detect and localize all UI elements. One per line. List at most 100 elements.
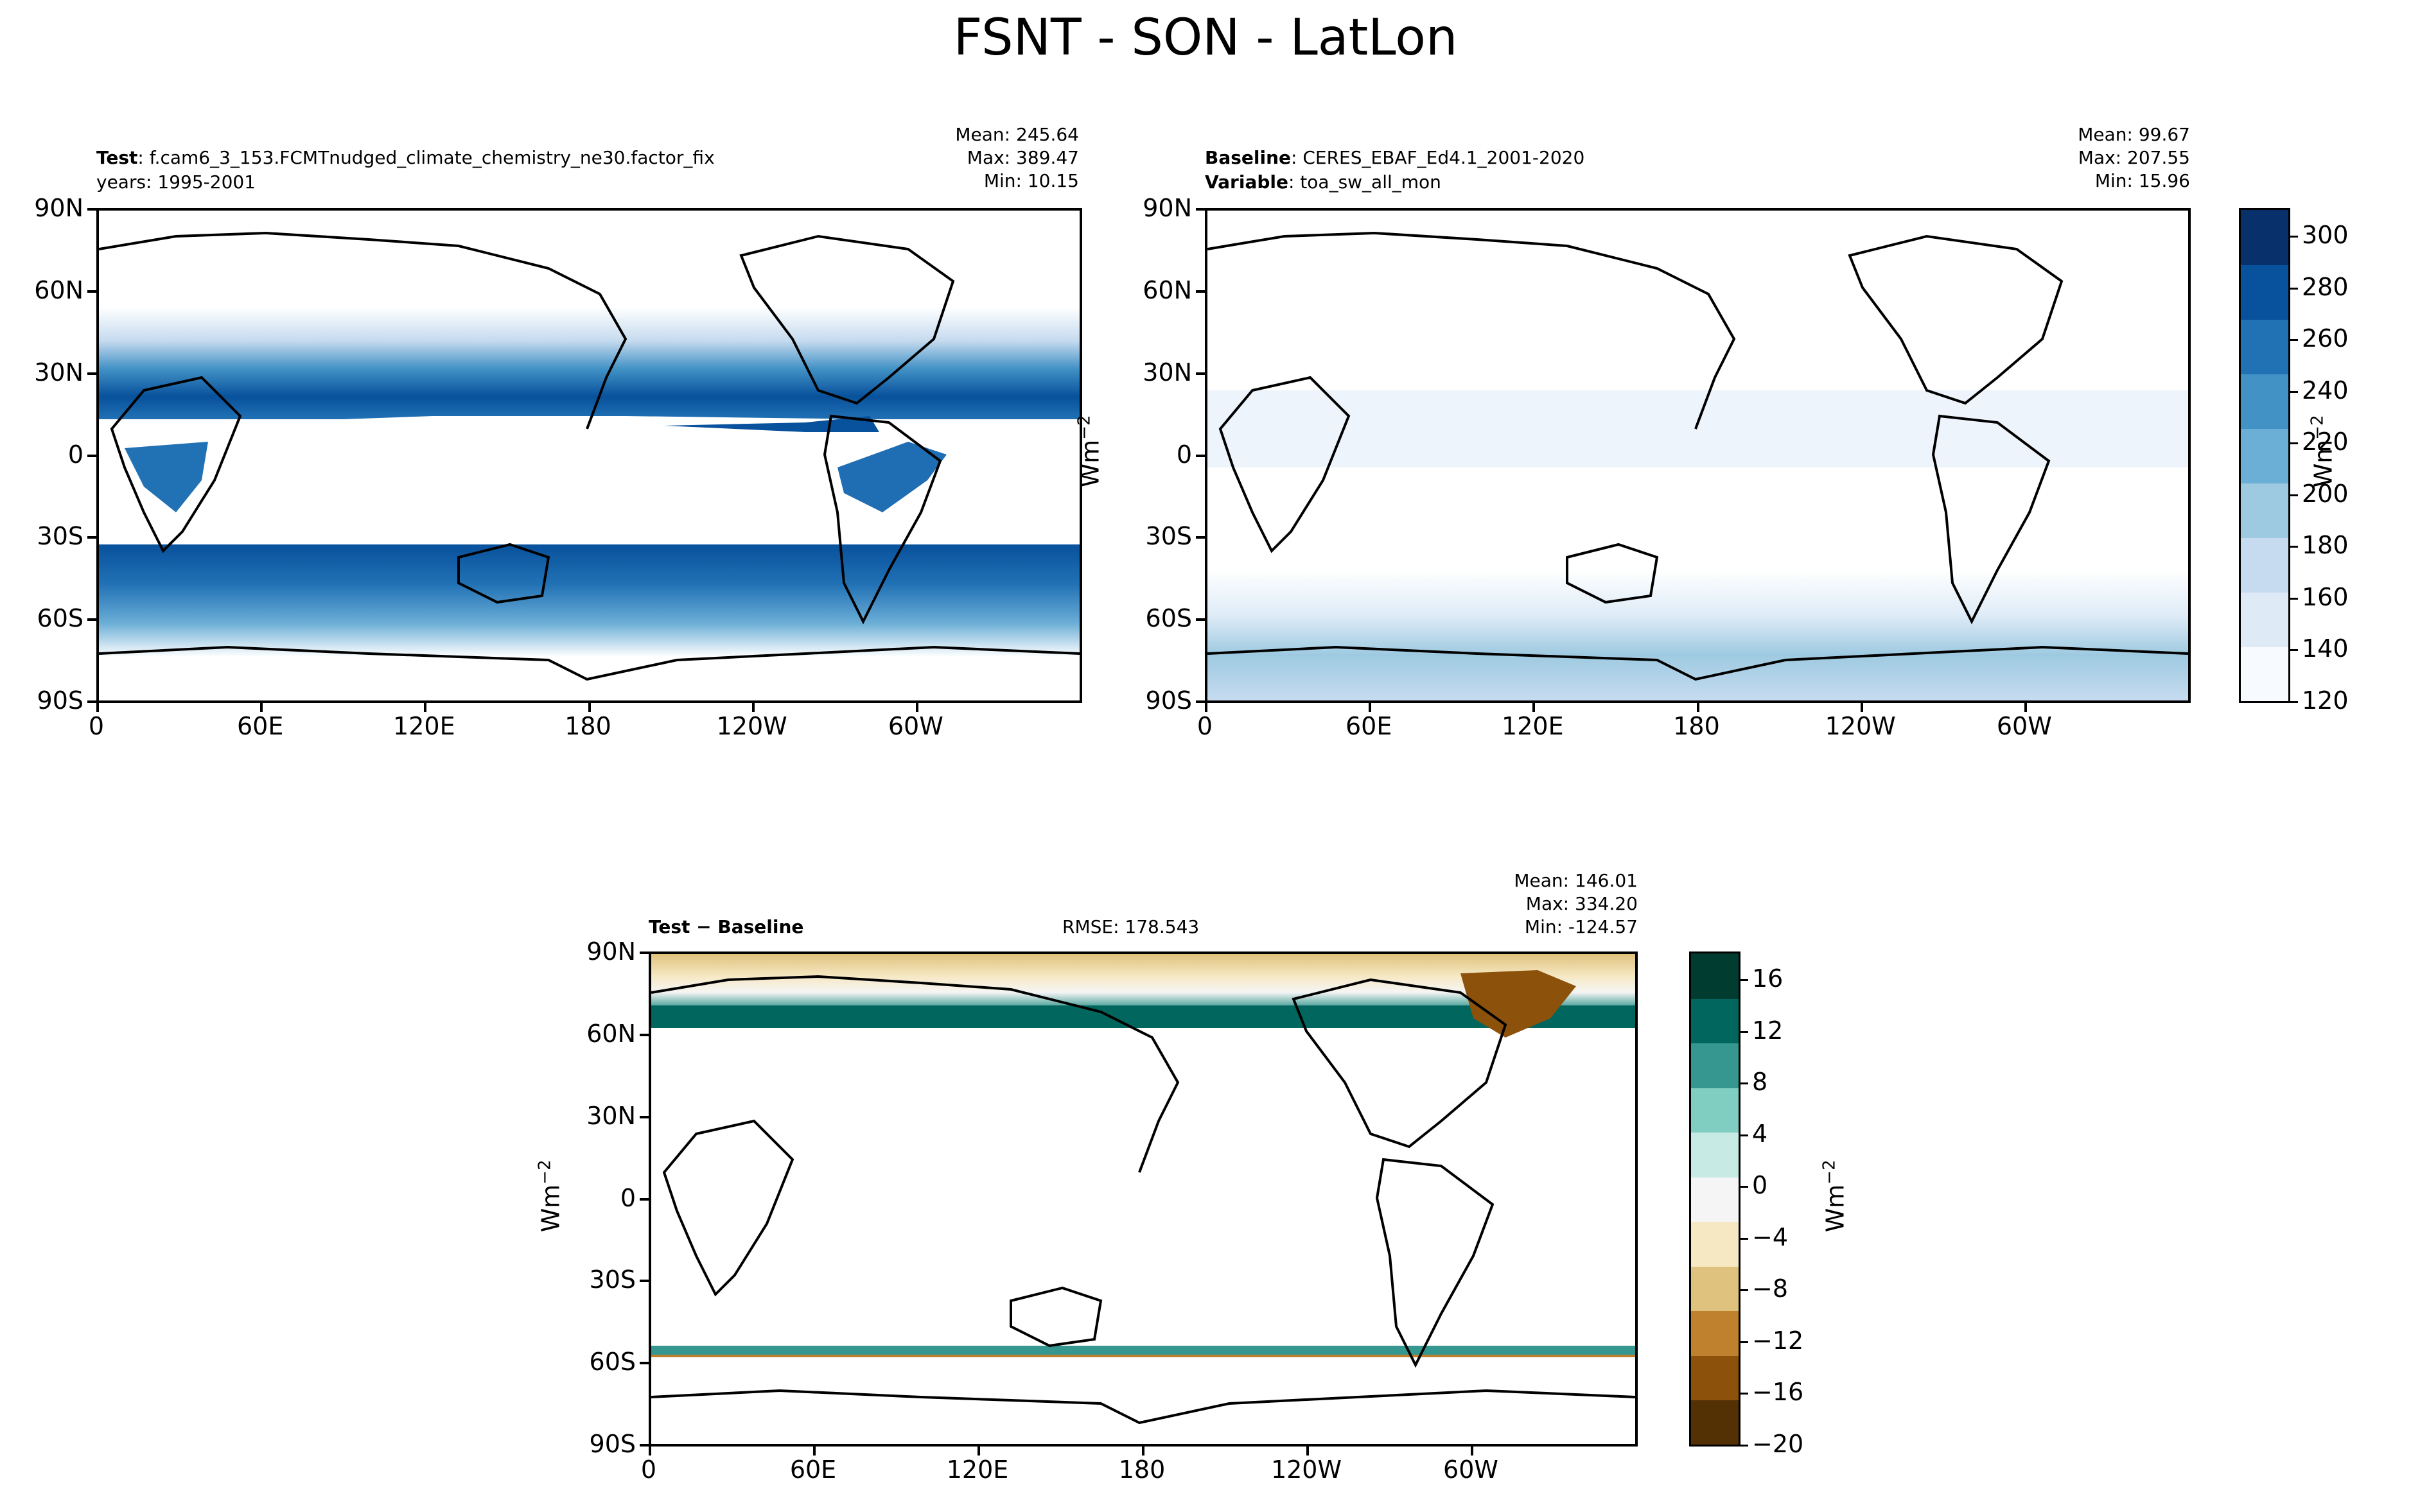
baseline-lat-tick: [1196, 700, 1205, 703]
diff-colorbar-tick-label: 8: [1752, 1068, 1768, 1097]
test-lon-tick: [751, 703, 755, 712]
diff-colorbar-tick-label: −8: [1752, 1274, 1789, 1303]
diff-stats: Mean: 146.01 Max: 334.20 Min: -124.57: [1514, 870, 1638, 937]
test-lat-tick-label: 60N: [34, 275, 83, 304]
diff-lat-tick-label: 90S: [589, 1430, 636, 1458]
test-lat-tick: [87, 618, 96, 621]
diff-colorbar-segment: [1691, 1043, 1739, 1088]
test-lat-tick: [87, 372, 96, 375]
main-colorbar-tick: [2290, 287, 2298, 290]
diff-lon-tick: [1306, 1447, 1309, 1456]
diff-lat-tick-label: 90N: [586, 937, 636, 966]
diff-lat-tick-label: 60S: [589, 1348, 636, 1377]
main-colorbar-tick-label: 200: [2302, 479, 2349, 508]
baseline-header-line1: Baseline: CERES_EBAF_Ed4.1_2001-2020: [1205, 147, 1585, 168]
diff-lon-tick: [813, 1447, 816, 1456]
baseline-field-south-band: [1207, 570, 2188, 700]
test-lat-tick-label: 90N: [34, 194, 83, 222]
baseline-lat-tick-label: 30S: [1145, 522, 1192, 551]
baseline-ylabel: Wm−2: [1074, 415, 1105, 488]
diff-colorbar-tick: [1740, 1186, 1748, 1188]
main-colorbar-tick: [2290, 442, 2298, 445]
baseline-lat-tick-label: 30N: [1143, 358, 1192, 387]
diff-colorbar-tick-label: 4: [1752, 1119, 1768, 1148]
diff-rmse: RMSE: 178.543: [1062, 916, 1200, 937]
main-colorbar-tick-label: 300: [2302, 221, 2349, 250]
diff-lon-tick: [1142, 1447, 1144, 1456]
diff-colorbar-tick: [1740, 1445, 1748, 1447]
main-colorbar-segment: [2241, 374, 2288, 429]
diff-colorbar-segment: [1691, 1087, 1739, 1133]
main-colorbar-segment: [2241, 210, 2288, 265]
test-map: [96, 208, 1082, 703]
diff-colorbar-segment: [1691, 998, 1739, 1044]
diff-header: Test − Baseline: [649, 916, 804, 937]
test-header-line2: years: 1995-2001: [96, 171, 256, 193]
diff-colorbar-tick: [1740, 1134, 1748, 1136]
diff-lat-tick-label: 0: [620, 1183, 636, 1212]
test-lon-tick-label: 180: [565, 712, 611, 740]
main-colorbar-tick: [2290, 236, 2298, 238]
diff-field-south-ring: [651, 1346, 1635, 1355]
baseline-lon-tick-label: 0: [1197, 712, 1213, 740]
test-lon-tick: [915, 703, 918, 712]
test-lon-tick-label: 120W: [716, 712, 787, 740]
baseline-field-tropics: [1207, 390, 2188, 467]
baseline-lon-tick: [1696, 703, 1699, 712]
baseline-lat-tick-label: 0: [1176, 440, 1192, 469]
test-lat-tick-label: 0: [67, 440, 83, 469]
main-colorbar-tick: [2290, 494, 2298, 496]
diff-colorbar-tick-label: 0: [1752, 1171, 1768, 1200]
test-lon-tick: [588, 703, 591, 712]
diff-colorbar-tick: [1740, 1341, 1748, 1343]
diff-field-greenland: [1460, 970, 1576, 1038]
test-lat-tick: [87, 454, 96, 457]
baseline-lon-tick: [1532, 703, 1536, 712]
diff-colorbar-tick: [1740, 979, 1748, 982]
test-lat-tick: [87, 536, 96, 539]
baseline-lat-tick-label: 60N: [1143, 275, 1192, 304]
baseline-lon-tick: [2024, 703, 2027, 712]
main-colorbar-tick-label: 260: [2302, 324, 2349, 353]
diff-colorbar-segment: [1691, 953, 1739, 999]
diff-lat-tick-label: 30N: [586, 1101, 636, 1130]
diff-colorbar-tick-label: −12: [1752, 1326, 1804, 1355]
test-lon-tick: [260, 703, 263, 712]
main-colorbar-tick: [2290, 701, 2298, 703]
diff-colorbar-tick-label: 16: [1752, 964, 1784, 993]
baseline-lon-tick-label: 60W: [1996, 712, 2052, 740]
main-colorbar-segment: [2241, 647, 2288, 701]
test-lon-tick: [424, 703, 427, 712]
diff-colorbar-tick: [1740, 1237, 1748, 1240]
diff-colorbar-segment: [1691, 1132, 1739, 1177]
test-lon-tick-label: 60E: [236, 712, 284, 740]
test-coastlines: [99, 231, 1080, 681]
diff-lon-tick-label: 180: [1118, 1456, 1166, 1484]
test-field-north-band: [99, 307, 1080, 419]
test-lat-tick-label: 90S: [37, 686, 83, 715]
main-colorbar-tick: [2290, 649, 2298, 652]
main-colorbar-segment: [2241, 537, 2288, 593]
main-colorbar-tick: [2290, 390, 2298, 393]
diff-map: [649, 952, 1638, 1447]
main-colorbar-segment: [2241, 483, 2288, 538]
baseline-map: [1205, 208, 2191, 703]
test-field-south-band: [99, 544, 1080, 657]
baseline-lat-tick: [1196, 372, 1205, 375]
main-colorbar-tick: [2290, 546, 2298, 548]
diff-lat-tick: [640, 1115, 649, 1118]
baseline-lon-tick-label: 180: [1673, 712, 1720, 740]
diff-colorbar-tick: [1740, 1082, 1748, 1085]
diff-colorbar-segment: [1691, 1310, 1739, 1356]
test-field-africa: [125, 442, 208, 512]
baseline-coastlines: [1207, 231, 2188, 681]
diff-colorbar-segment: [1691, 1176, 1739, 1222]
baseline-lat-tick: [1196, 536, 1205, 539]
baseline-stats: Mean: 99.67 Max: 207.55 Min: 15.96: [2078, 124, 2190, 191]
baseline-lon-tick-label: 120W: [1825, 712, 1896, 740]
figure-title: FSNT - SON - LatLon: [953, 9, 1458, 67]
diff-lon-tick: [978, 1447, 980, 1456]
test-stats: Mean: 245.64 Max: 389.47 Min: 10.15: [955, 124, 1079, 191]
diff-lon-tick-label: 120E: [946, 1456, 1009, 1484]
main-colorbar-tick: [2290, 339, 2298, 342]
